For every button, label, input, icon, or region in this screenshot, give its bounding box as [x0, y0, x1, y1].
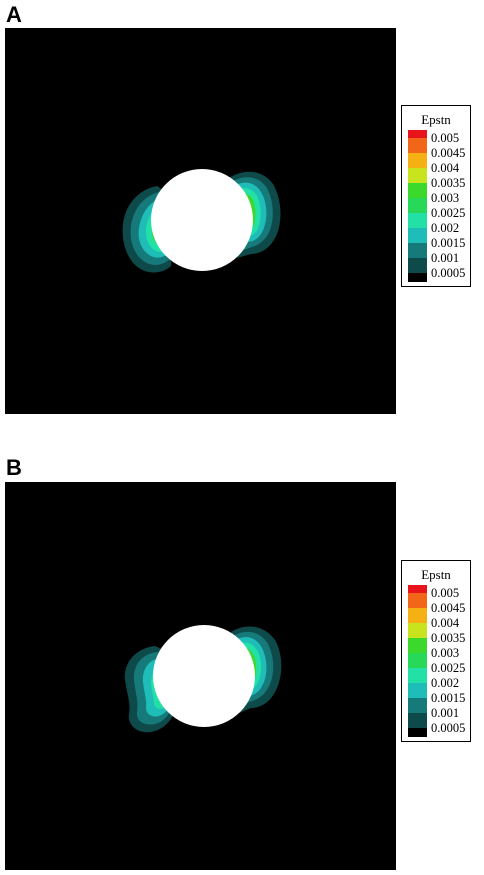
- hole: [151, 169, 253, 271]
- legend-tick-label: 0.0015: [431, 236, 466, 250]
- legend-swatch: [408, 638, 427, 653]
- legend-tick-label: 0.002: [431, 221, 460, 235]
- legend-swatch: [408, 273, 427, 282]
- contour-plot-a: [5, 28, 396, 414]
- legend-swatch: [408, 183, 427, 198]
- legend-swatch: [408, 623, 427, 638]
- legend-tick-label: 0.004: [431, 616, 460, 630]
- legend-title: Epstn: [421, 567, 451, 582]
- legend-swatch: [408, 243, 427, 258]
- legend-swatch: [408, 683, 427, 698]
- legend-title: Epstn: [421, 112, 451, 127]
- legend-tick-label: 0.0015: [431, 691, 466, 705]
- contour-plot-b: [5, 482, 396, 870]
- legend-swatch: [408, 213, 427, 228]
- contour-field-b: [124, 625, 282, 733]
- legend-tick-label: 0.001: [431, 251, 460, 265]
- legend-tick-label: 0.0005: [431, 266, 466, 280]
- hole: [153, 625, 255, 727]
- legend-tick-label: 0.004: [431, 161, 460, 175]
- panel-label-a: A: [6, 2, 22, 27]
- legend-tick-label: 0.0045: [431, 146, 466, 160]
- legend-swatch: [408, 698, 427, 713]
- legend-swatch: [408, 585, 427, 593]
- legend-a: Epstn 0.005 0.0045 0.004 0.0035 0.003 0.…: [401, 105, 471, 287]
- legend-tick-label: 0.0045: [431, 601, 466, 615]
- legend-tick-label: 0.005: [431, 131, 460, 145]
- legend-tick-label: 0.001: [431, 706, 460, 720]
- legend-tick-label: 0.0035: [431, 631, 466, 645]
- panel-label-b: B: [6, 455, 22, 480]
- legend-swatch: [408, 168, 427, 183]
- legend-swatch: [408, 713, 427, 728]
- legend-tick-label: 0.003: [431, 646, 460, 660]
- legend-swatch: [408, 198, 427, 213]
- legend-swatch: [408, 668, 427, 683]
- legend-swatch: [408, 258, 427, 273]
- legend-swatch: [408, 130, 427, 138]
- legend-swatch: [408, 138, 427, 153]
- legend-tick-label: 0.005: [431, 586, 460, 600]
- legend-tick-label: 0.002: [431, 676, 460, 690]
- legend-swatch: [408, 153, 427, 168]
- legend-tick-label: 0.0025: [431, 661, 466, 675]
- legend-b: Epstn 0.005 0.0045 0.004 0.0035 0.003 0.…: [401, 560, 471, 742]
- legend-swatch: [408, 593, 427, 608]
- legend-swatch: [408, 728, 427, 737]
- legend-tick-label: 0.0035: [431, 176, 466, 190]
- legend-swatch: [408, 653, 427, 668]
- legend-swatch: [408, 228, 427, 243]
- contour-field-a: [122, 169, 281, 273]
- legend-swatch: [408, 608, 427, 623]
- legend-tick-label: 0.0005: [431, 721, 466, 735]
- legend-tick-label: 0.003: [431, 191, 460, 205]
- legend-tick-label: 0.0025: [431, 206, 466, 220]
